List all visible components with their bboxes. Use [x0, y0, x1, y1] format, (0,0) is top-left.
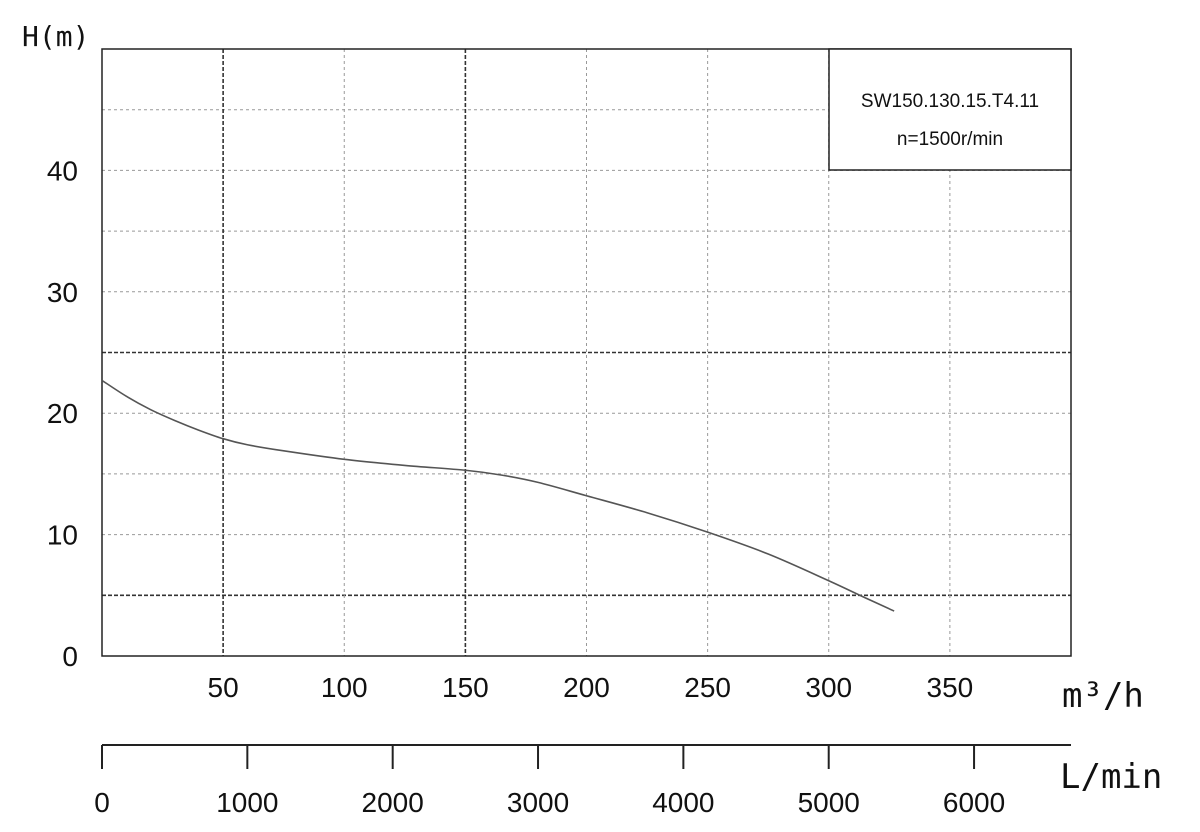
legend-speed-text: n=1500r/min	[897, 129, 1003, 150]
x2-tick-label: 3000	[507, 787, 569, 818]
head-curve	[101, 379, 895, 612]
x2-tick-label: 2000	[362, 787, 424, 818]
y-tick-label: 0	[62, 641, 78, 672]
x2-tick-label: 0	[94, 787, 110, 818]
y-tick-label: 20	[47, 398, 78, 429]
y-axis-label: H(m)	[22, 20, 89, 53]
y-tick-labels: 0 10 20 30 40	[47, 155, 78, 672]
legend-model-text: SW150.130.15.T4.11	[861, 91, 1039, 112]
x-tick-label: 150	[442, 672, 489, 703]
x2-tick-label: 5000	[798, 787, 860, 818]
secondary-axis-ticks: 0 1000 2000 3000 4000 5000 6000	[94, 745, 1005, 818]
y-tick-label: 30	[47, 277, 78, 308]
curve-layer	[101, 379, 895, 612]
secondary-axis-unit-label: L/min	[1060, 757, 1162, 797]
x-tick-label: 250	[684, 672, 731, 703]
x-tick-label: 200	[563, 672, 610, 703]
legend-frame	[828, 48, 1072, 171]
x2-tick-label: 4000	[652, 787, 714, 818]
x-axis-unit-label: m³/h	[1062, 676, 1144, 716]
y-tick-label: 40	[47, 155, 78, 186]
x-tick-label: 50	[208, 672, 239, 703]
grid-lines	[102, 49, 1071, 656]
x2-tick-label: 6000	[943, 787, 1005, 818]
x-tick-label: 350	[927, 672, 974, 703]
plot-frame	[101, 48, 1072, 657]
x-tick-labels: 50 100 150 200 250 300 350	[208, 672, 974, 703]
x2-tick-label: 1000	[216, 787, 278, 818]
legend-box: SW150.130.15.T4.11 n=1500r/min	[828, 48, 1072, 171]
x-tick-label: 100	[321, 672, 368, 703]
x-tick-label: 300	[805, 672, 852, 703]
y-tick-label: 10	[47, 520, 78, 551]
